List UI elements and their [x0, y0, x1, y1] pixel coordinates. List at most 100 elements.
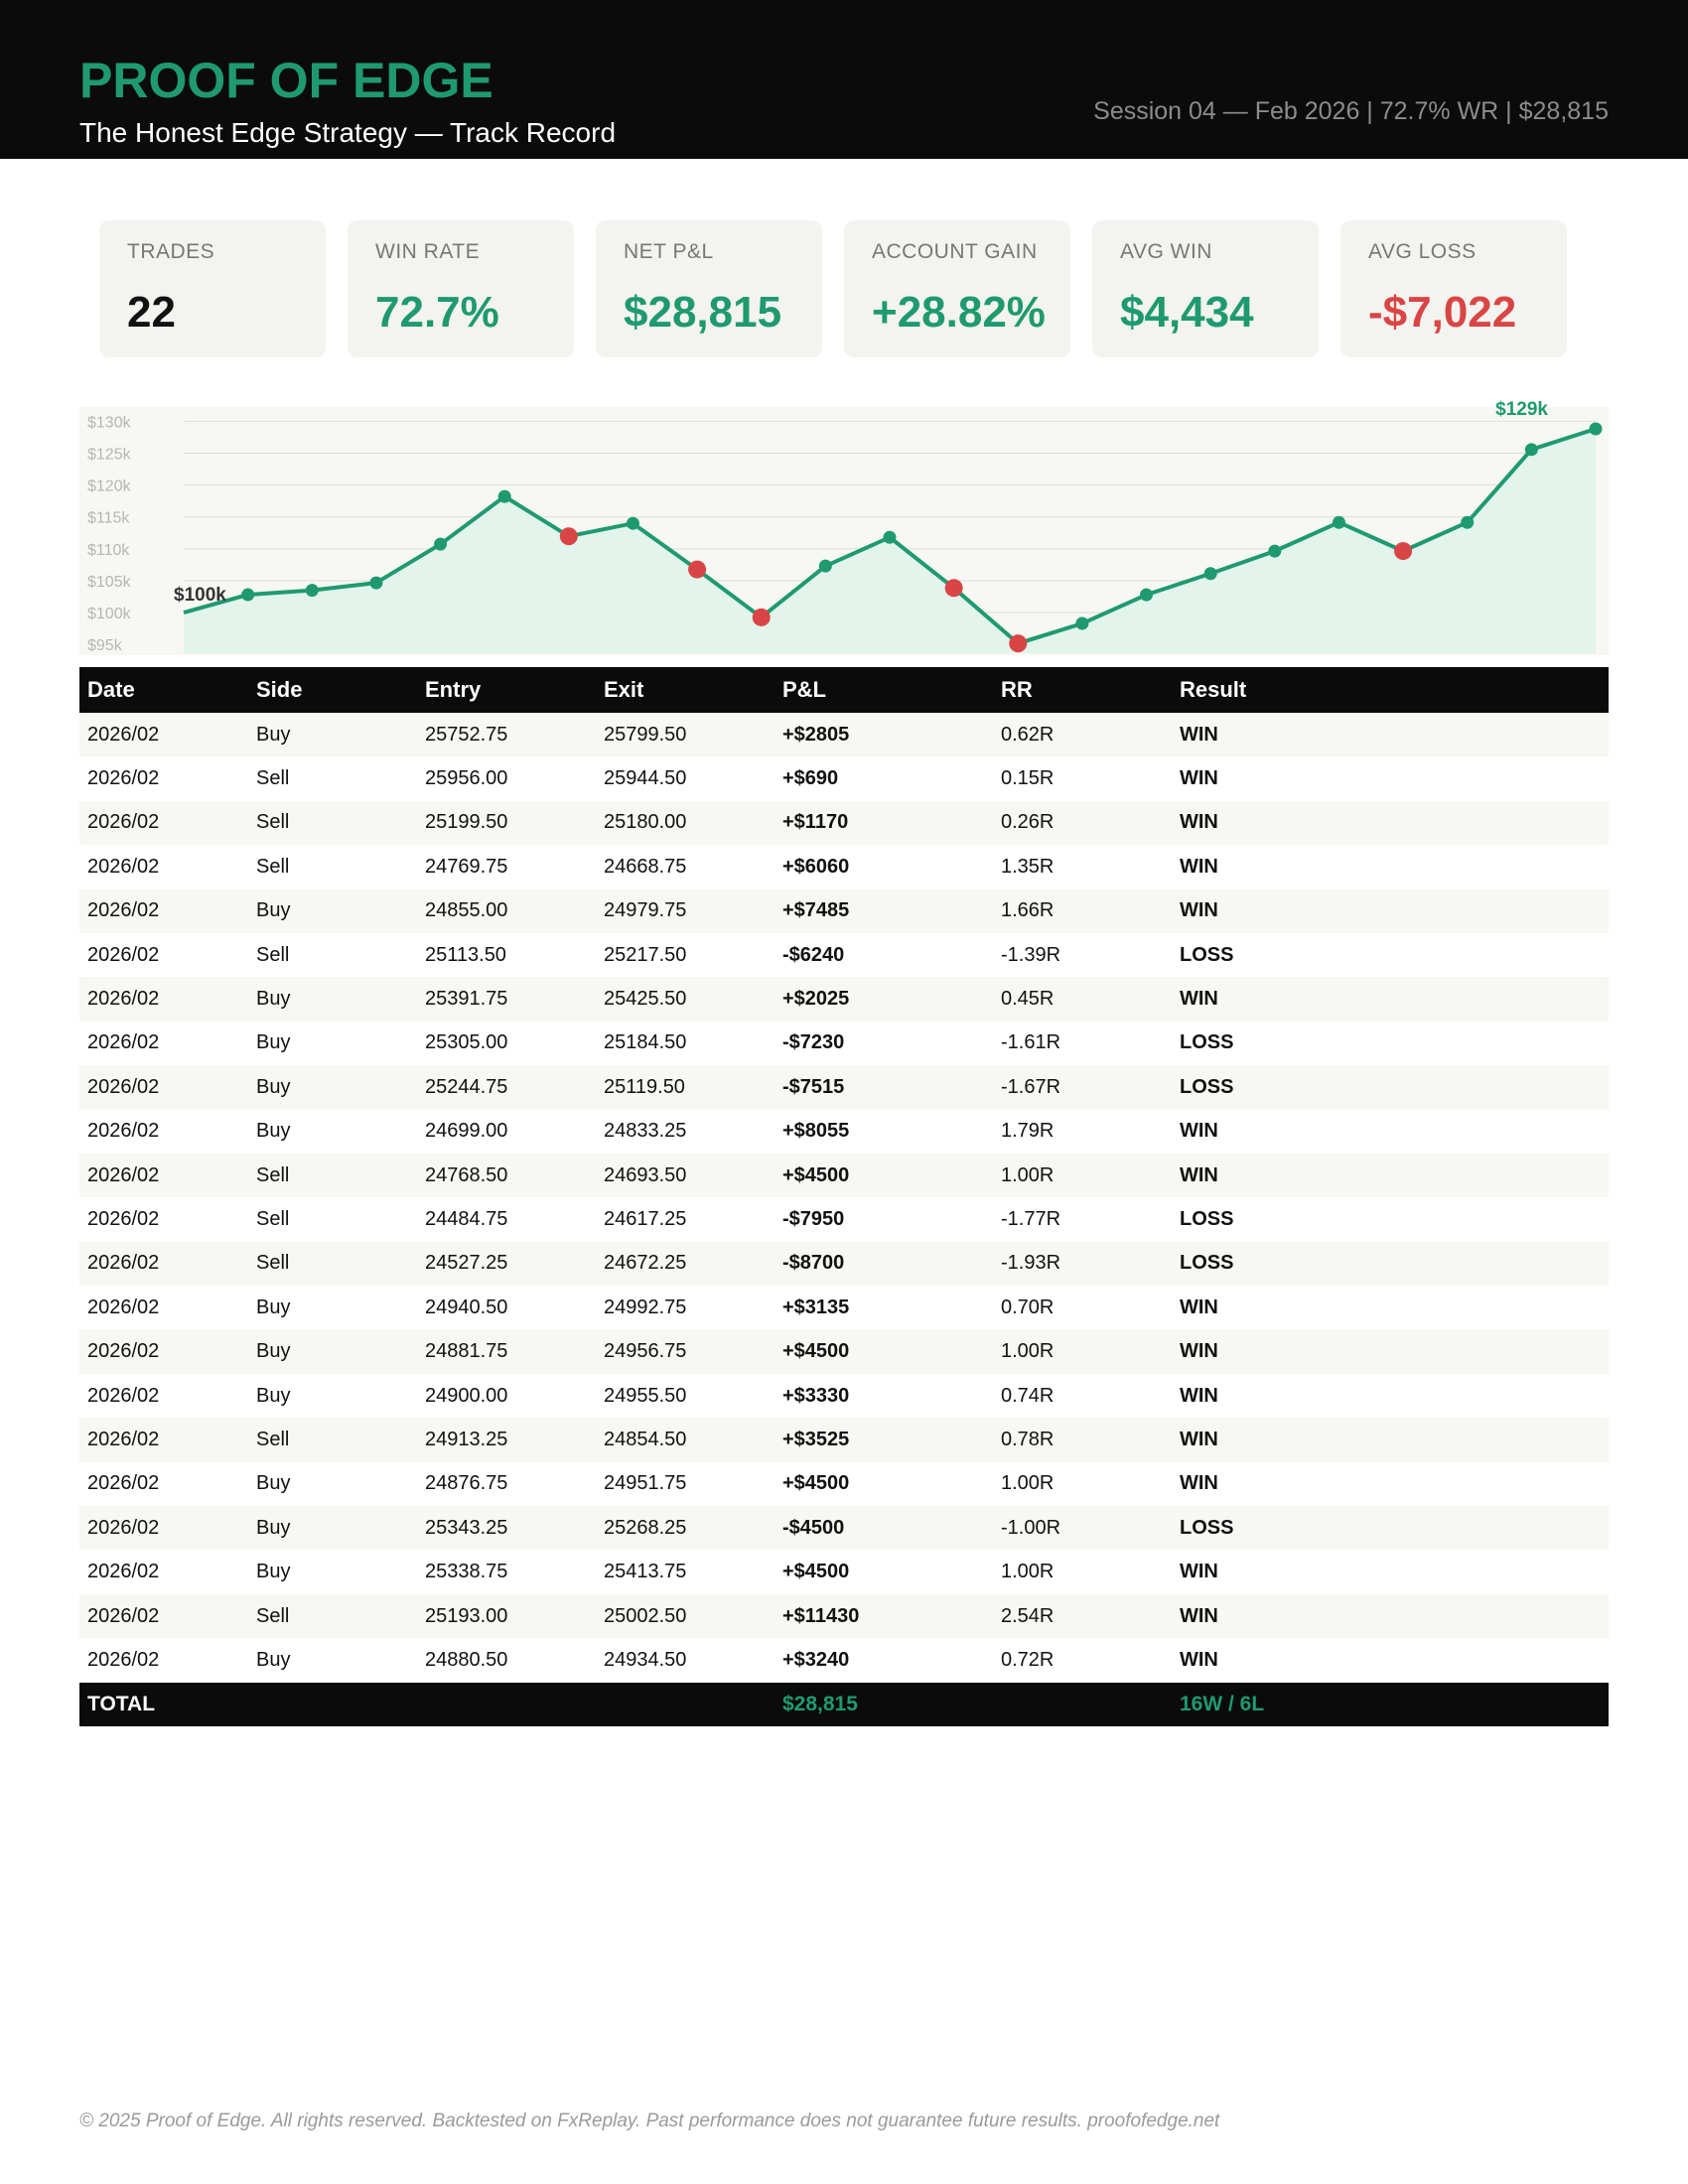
y-tick-label: $125k — [87, 447, 132, 464]
column-header-exit: Exit — [596, 667, 774, 713]
cell-date: 2026/02 — [79, 1461, 248, 1507]
stat-label: TRADES — [127, 240, 215, 263]
stat-label: ACCOUNT GAIN — [872, 240, 1038, 263]
cell-entry: 25199.50 — [417, 800, 596, 846]
cell-exit: 24956.75 — [596, 1329, 774, 1374]
cell-result: WIN — [1172, 1593, 1609, 1639]
cell-rr: 0.26R — [993, 800, 1172, 846]
table-row: 2026/02 Buy 24940.50 24992.75 +$3135 0.70R WIN — [79, 1286, 1609, 1330]
stats-row: TRADES 22 WIN RATE 72.7% NET P&L $28,815… — [99, 220, 1589, 357]
cell-pnl: +$3240 — [774, 1638, 993, 1683]
cell-side: Buy — [248, 977, 417, 1022]
brand-subtitle: The Honest Edge Strategy — Track Record — [79, 117, 617, 148]
table-row: 2026/02 Buy 24900.00 24955.50 +$3330 0.74R WIN — [79, 1373, 1609, 1419]
stat-card-avg-loss: AVG LOSS -$7,022 — [1340, 220, 1567, 357]
cell-date: 2026/02 — [79, 713, 248, 757]
win-point — [1332, 515, 1345, 529]
cell-side: Buy — [248, 1109, 417, 1154]
table-row: 2026/02 Buy 25343.25 25268.25 -$4500 -1.00R LO… — [79, 1506, 1609, 1551]
cell-pnl: +$4500 — [774, 1153, 993, 1198]
win-point — [1203, 567, 1217, 581]
cell-date: 2026/02 — [79, 800, 248, 846]
cell-date: 2026/02 — [79, 1638, 248, 1683]
cell-pnl: +$11430 — [774, 1593, 993, 1639]
cell-exit: 24854.50 — [596, 1418, 774, 1462]
stat-label: AVG WIN — [1120, 240, 1212, 263]
win-point — [434, 537, 448, 551]
cell-entry: 24484.75 — [417, 1197, 596, 1242]
table-row: 2026/02 Sell 25113.50 25217.50 -$6240 -1.39R L… — [79, 932, 1609, 978]
table-row: 2026/02 Sell 24527.25 24672.25 -$8700 -1.93R L… — [79, 1241, 1609, 1287]
cell-result: LOSS — [1172, 1506, 1609, 1551]
cell-side: Sell — [248, 1593, 417, 1639]
stat-card-net-pnl: NET P&L $28,815 — [596, 220, 822, 357]
total-row: TOTAL $28,815 16W / 6L — [79, 1682, 1609, 1726]
cell-pnl: -$7230 — [774, 1021, 993, 1066]
cell-result: WIN — [1172, 1286, 1609, 1330]
table-row: 2026/02 Sell 25199.50 25180.00 +$1170 0.26R WI… — [79, 800, 1609, 846]
loss-point — [559, 527, 578, 546]
cell-date: 2026/02 — [79, 1241, 248, 1287]
cell-entry: 24900.00 — [417, 1373, 596, 1419]
cell-date: 2026/02 — [79, 932, 248, 978]
win-point — [369, 576, 383, 590]
loss-point — [1394, 542, 1413, 561]
table-row: 2026/02 Sell 24769.75 24668.75 +$6060 1.35R WI… — [79, 845, 1609, 889]
total-label: TOTAL — [79, 1682, 248, 1726]
cell-rr: 1.00R — [993, 1153, 1172, 1198]
cell-side: Buy — [248, 1550, 417, 1594]
total-empty — [596, 1682, 774, 1726]
start-value-label: $100k — [174, 585, 226, 606]
loss-point — [944, 579, 963, 598]
stat-card-avg-win: AVG WIN $4,434 — [1092, 220, 1319, 357]
column-header-entry: Entry — [417, 667, 596, 713]
cell-entry: 24880.50 — [417, 1638, 596, 1683]
cell-exit: 25268.25 — [596, 1506, 774, 1551]
cell-result: WIN — [1172, 888, 1609, 933]
cell-side: Sell — [248, 845, 417, 889]
cell-exit: 24955.50 — [596, 1373, 774, 1419]
cell-entry: 25305.00 — [417, 1021, 596, 1066]
cell-exit: 25180.00 — [596, 800, 774, 846]
cell-entry: 24769.75 — [417, 845, 596, 889]
cell-rr: 1.66R — [993, 888, 1172, 933]
cell-date: 2026/02 — [79, 1021, 248, 1066]
total-empty — [417, 1682, 596, 1726]
cell-date: 2026/02 — [79, 845, 248, 889]
stat-value: 72.7% — [375, 288, 499, 337]
cell-result: WIN — [1172, 1153, 1609, 1198]
cell-side: Sell — [248, 800, 417, 846]
total-empty — [248, 1682, 417, 1726]
cell-pnl: -$4500 — [774, 1506, 993, 1551]
footer-disclaimer: © 2025 Proof of Edge. All rights reserve… — [79, 2111, 1220, 2131]
cell-entry: 25391.75 — [417, 977, 596, 1022]
win-point — [1140, 588, 1154, 602]
cell-entry: 25343.25 — [417, 1506, 596, 1551]
cell-exit: 24668.75 — [596, 845, 774, 889]
cell-rr: 1.00R — [993, 1550, 1172, 1594]
cell-date: 2026/02 — [79, 1418, 248, 1462]
table-row: 2026/02 Sell 24484.75 24617.25 -$7950 -1.77R L… — [79, 1197, 1609, 1242]
table-row: 2026/02 Sell 25956.00 25944.50 +$690 0.15R WIN — [79, 756, 1609, 801]
cell-result: WIN — [1172, 977, 1609, 1022]
cell-side: Buy — [248, 1373, 417, 1419]
cell-rr: -1.61R — [993, 1021, 1172, 1066]
cell-result: WIN — [1172, 1418, 1609, 1462]
cell-entry: 25752.75 — [417, 713, 596, 757]
cell-entry: 24881.75 — [417, 1329, 596, 1374]
cell-exit: 24833.25 — [596, 1109, 774, 1154]
cell-rr: 0.78R — [993, 1418, 1172, 1462]
cell-exit: 24617.25 — [596, 1197, 774, 1242]
cell-side: Sell — [248, 1418, 417, 1462]
cell-exit: 25002.50 — [596, 1593, 774, 1639]
cell-entry: 24527.25 — [417, 1241, 596, 1287]
cell-result: WIN — [1172, 1329, 1609, 1374]
cell-entry: 25113.50 — [417, 932, 596, 978]
cell-pnl: +$3330 — [774, 1373, 993, 1419]
win-point — [883, 530, 897, 544]
cell-pnl: +$3135 — [774, 1286, 993, 1330]
column-header-rr: RR — [993, 667, 1172, 713]
cell-rr: -1.39R — [993, 932, 1172, 978]
cell-side: Sell — [248, 1153, 417, 1198]
win-point — [1075, 616, 1089, 630]
